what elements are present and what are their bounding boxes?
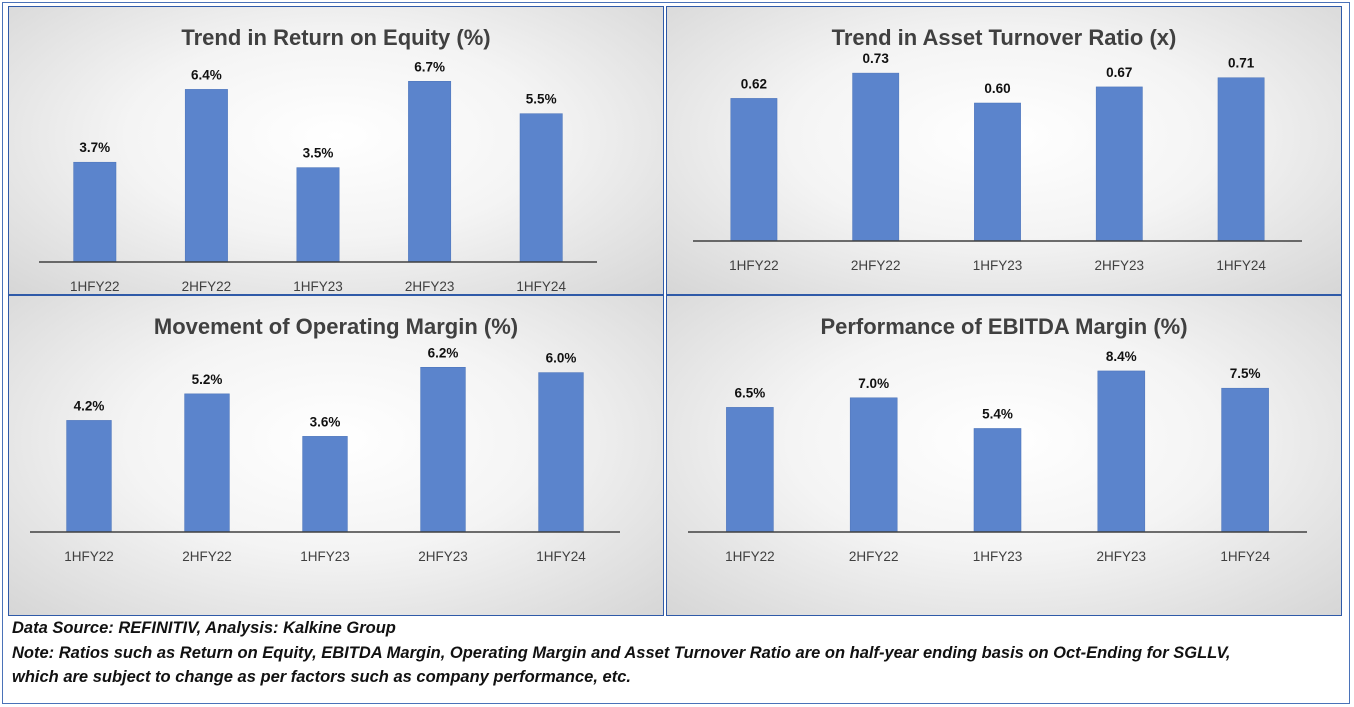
bar-1hfy23	[302, 436, 348, 533]
data-label-2hfy23: 8.4%	[1106, 349, 1137, 364]
bar-1hfy24	[1217, 77, 1265, 242]
bar-2hfy23	[408, 81, 452, 263]
data-label-2hfy22: 5.2%	[192, 372, 223, 387]
data-label-1hfy24: 7.5%	[1230, 366, 1261, 381]
data-label-2hfy22: 0.73	[863, 51, 890, 66]
x-tick-label-2hfy22: 2HFY22	[849, 549, 899, 564]
x-tick-label-1hfy24: 1HFY24	[516, 279, 566, 294]
bar-1hfy24	[538, 372, 584, 533]
chart-svg: Movement of Operating Margin (%) 4.2% 1HFY…	[30, 314, 620, 564]
data-label-2hfy22: 6.4%	[191, 67, 222, 82]
data-label-1hfy22: 0.62	[741, 76, 767, 91]
x-tick-label-1hfy23: 1HFY23	[293, 279, 343, 294]
data-source-text: Data Source: REFINITIV, Analysis: Kalkin…	[12, 619, 396, 637]
bar-1hfy22	[726, 407, 774, 533]
data-label-1hfy24: 0.71	[1228, 56, 1255, 71]
data-label-1hfy22: 4.2%	[74, 398, 105, 413]
chart-title: Trend in Asset Turnover Ratio (x)	[832, 25, 1177, 50]
asset-turnover-chart-panel: Trend in Asset Turnover Ratio (x) 0.62 1HF…	[666, 6, 1342, 295]
bar-2hfy22	[849, 397, 898, 533]
x-tick-label-1hfy24: 1HFY24	[536, 549, 586, 564]
bar-2hfy22	[852, 72, 900, 242]
bar-1hfy24	[1221, 387, 1269, 533]
data-label-2hfy23: 0.67	[1106, 65, 1132, 80]
data-label-1hfy24: 5.5%	[526, 92, 557, 107]
x-tick-label-2hfy23: 2HFY23	[1097, 549, 1147, 564]
note-text-line-2: which are subject to change as per facto…	[12, 668, 631, 686]
x-tick-label-1hfy22: 1HFY22	[729, 258, 779, 273]
x-tick-label-1hfy24: 1HFY24	[1220, 549, 1270, 564]
bar-2hfy22	[184, 89, 228, 263]
data-label-2hfy23: 6.2%	[428, 345, 459, 360]
note-text-line-1: Note: Ratios such as Return on Equity, E…	[12, 643, 1231, 662]
x-tick-label-1hfy22: 1HFY22	[64, 549, 114, 564]
x-tick-label-1hfy23: 1HFY23	[973, 258, 1023, 273]
data-label-1hfy23: 3.6%	[310, 414, 341, 429]
chart-svg: Trend in Return on Equity (%) 3.7% 1HFY22 6…	[39, 25, 597, 294]
footer-notes: Data Source: REFINITIV, Analysis: Kalkin…	[12, 616, 1342, 690]
data-label-2hfy23: 6.7%	[414, 59, 445, 74]
x-tick-label-2hfy22: 2HFY22	[851, 258, 901, 273]
data-label-1hfy23: 0.60	[984, 81, 1010, 96]
ebitda-margin-chart-panel: Performance of EBITDA Margin (%) 6.5% 1HFY…	[666, 295, 1342, 616]
bar-1hfy22	[730, 98, 778, 242]
bar-2hfy23	[1095, 86, 1143, 242]
bar-2hfy23	[1097, 370, 1146, 533]
bar-1hfy23	[974, 102, 1021, 242]
bar-2hfy22	[184, 393, 230, 533]
x-tick-label-2hfy23: 2HFY23	[1095, 258, 1145, 273]
chart-svg: Performance of EBITDA Margin (%) 6.5% 1HFY…	[688, 314, 1307, 564]
data-label-1hfy23: 3.5%	[303, 146, 334, 161]
data-label-1hfy22: 6.5%	[735, 385, 766, 400]
bar-1hfy23	[296, 167, 340, 263]
x-tick-label-1hfy23: 1HFY23	[973, 549, 1023, 564]
x-tick-label-1hfy22: 1HFY22	[70, 279, 120, 294]
x-tick-label-2hfy23: 2HFY23	[418, 549, 468, 564]
bar-1hfy23	[973, 428, 1022, 533]
x-tick-label-1hfy22: 1HFY22	[725, 549, 775, 564]
roe-chart-panel: Trend in Return on Equity (%) 3.7% 1HFY22 6…	[8, 6, 664, 295]
chart-svg: Trend in Asset Turnover Ratio (x) 0.62 1HF…	[693, 25, 1302, 273]
x-tick-label-2hfy23: 2HFY23	[405, 279, 455, 294]
bar-1hfy24	[519, 113, 563, 263]
chart-title: Movement of Operating Margin (%)	[154, 314, 518, 339]
data-label-2hfy22: 7.0%	[858, 376, 889, 391]
x-tick-label-1hfy24: 1HFY24	[1216, 258, 1266, 273]
data-label-1hfy24: 6.0%	[546, 351, 577, 366]
operating-margin-chart-panel: Movement of Operating Margin (%) 4.2% 1HFY…	[8, 295, 664, 616]
x-tick-label-2hfy22: 2HFY22	[182, 549, 232, 564]
data-label-1hfy23: 5.4%	[982, 406, 1013, 421]
bar-2hfy23	[420, 367, 466, 533]
chart-title: Trend in Return on Equity (%)	[181, 25, 490, 50]
chart-title: Performance of EBITDA Margin (%)	[820, 314, 1187, 339]
bar-1hfy22	[73, 161, 117, 263]
x-tick-label-1hfy23: 1HFY23	[300, 549, 350, 564]
bar-1hfy22	[66, 420, 112, 533]
data-label-1hfy22: 3.7%	[79, 140, 110, 155]
x-tick-label-2hfy22: 2HFY22	[182, 279, 232, 294]
